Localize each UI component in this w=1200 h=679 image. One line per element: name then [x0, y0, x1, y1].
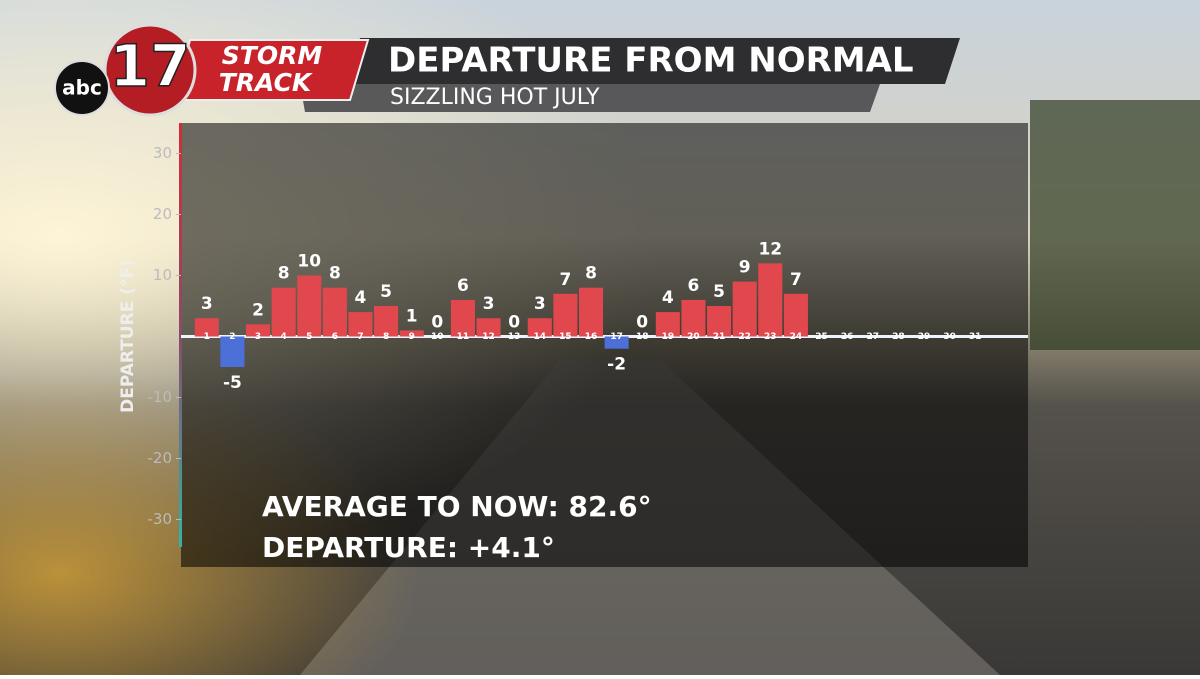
value-label: 7	[790, 270, 802, 290]
channel: 17	[110, 32, 191, 100]
x-tick-label: 2	[229, 332, 235, 342]
x-tick-label: 17	[610, 332, 623, 342]
bar	[399, 330, 424, 337]
bar	[245, 324, 271, 337]
value-label: 0	[636, 313, 648, 333]
x-tick-label: 27	[866, 332, 879, 342]
value-label: 6	[688, 276, 700, 296]
subtitle-bar	[300, 84, 880, 112]
value-label: 2	[252, 300, 264, 320]
bar	[758, 263, 783, 337]
x-tick-label: 11	[457, 332, 470, 342]
y-axis-label: DEPARTURE (°F)	[118, 259, 138, 413]
bar	[348, 312, 373, 337]
bar	[450, 299, 475, 337]
bar	[527, 318, 552, 337]
x-tick-label: 18	[636, 332, 649, 342]
value-label: 4	[355, 288, 367, 308]
value-label: 7	[559, 270, 571, 290]
x-tick-label: 24	[790, 332, 803, 342]
x-tick-label: 8	[383, 332, 389, 342]
brand-line1: STORM	[222, 41, 323, 70]
x-tick-label: 7	[357, 332, 363, 342]
x-tick-label: 16	[585, 332, 598, 342]
value-label: 6	[457, 276, 469, 296]
value-label: 0	[508, 313, 520, 333]
x-tick-label: 22	[738, 332, 751, 342]
value-label: 3	[534, 294, 546, 314]
bar	[604, 336, 629, 349]
bar	[655, 312, 680, 337]
value-label: 12	[758, 239, 782, 259]
value-label: 4	[662, 288, 674, 308]
value-label: 8	[585, 264, 597, 284]
x-tick-label: 15	[559, 332, 572, 342]
value-label: 8	[329, 264, 341, 284]
x-tick-label: 13	[508, 332, 521, 342]
x-tick-label: 21	[713, 332, 726, 342]
value-label: 0	[431, 313, 443, 333]
bar	[476, 318, 501, 337]
bar	[783, 293, 808, 337]
bar	[553, 293, 578, 337]
y-tick-label: -30	[148, 510, 173, 528]
value-label: 5	[380, 282, 392, 302]
bar	[220, 336, 245, 367]
value-label: 5	[713, 282, 725, 302]
y-axis	[179, 123, 182, 547]
chart-panel	[181, 123, 1028, 567]
bar	[322, 287, 347, 337]
bar	[271, 287, 296, 337]
value-label: 3	[201, 294, 213, 314]
y-tick-label: 20	[153, 205, 172, 223]
annotation: AVERAGE TO NOW: 82.6°	[262, 490, 652, 523]
y-tick-label: 30	[153, 144, 172, 162]
abc-logo	[54, 60, 110, 116]
value-label: 1	[406, 306, 418, 326]
x-tick-label: 31	[969, 332, 982, 342]
value-label: -2	[607, 355, 626, 375]
annotation: DEPARTURE: +4.1°	[262, 531, 555, 564]
x-tick-label: 12	[482, 332, 495, 342]
x-tick-label: 30	[943, 332, 956, 342]
x-tick-label: 1	[204, 332, 210, 342]
bar	[194, 318, 219, 337]
x-tick-label: 20	[687, 332, 700, 342]
y-tick-label: -10	[148, 388, 173, 406]
bar	[297, 275, 322, 337]
brand-ring	[103, 23, 197, 117]
x-tick-label: 19	[662, 332, 675, 342]
value-label: 9	[739, 258, 751, 278]
x-tick-label: 29	[918, 332, 931, 342]
x-tick-label: 28	[892, 332, 905, 342]
network: abc	[62, 76, 102, 100]
bar	[707, 306, 732, 337]
value-label: 8	[278, 264, 290, 284]
value-label: 3	[483, 294, 495, 314]
chart-subtitle: SIZZLING HOT JULY	[390, 85, 600, 110]
x-tick-label: 9	[409, 332, 415, 342]
x-tick-label: 23	[764, 332, 777, 342]
bar	[732, 281, 757, 337]
chart-title: DEPARTURE FROM NORMAL	[388, 41, 914, 81]
title-bar	[345, 38, 960, 84]
value-label: -5	[223, 373, 242, 393]
x-tick-label: 3	[255, 332, 261, 342]
x-tick-label: 26	[841, 332, 854, 342]
bar	[578, 287, 604, 337]
value-label: 10	[297, 252, 321, 272]
y-tick-label: 10	[153, 266, 172, 284]
bar	[681, 299, 706, 337]
x-tick-label: 4	[281, 332, 287, 342]
x-tick-label: 10	[431, 332, 444, 342]
y-tick-label: -20	[148, 449, 173, 467]
bar	[374, 306, 399, 337]
brand-line2: TRACK	[219, 68, 313, 97]
x-tick-label: 14	[534, 332, 547, 342]
x-tick-label: 25	[815, 332, 828, 342]
x-tick-label: 5	[306, 332, 312, 342]
x-tick-label: 6	[332, 332, 338, 342]
